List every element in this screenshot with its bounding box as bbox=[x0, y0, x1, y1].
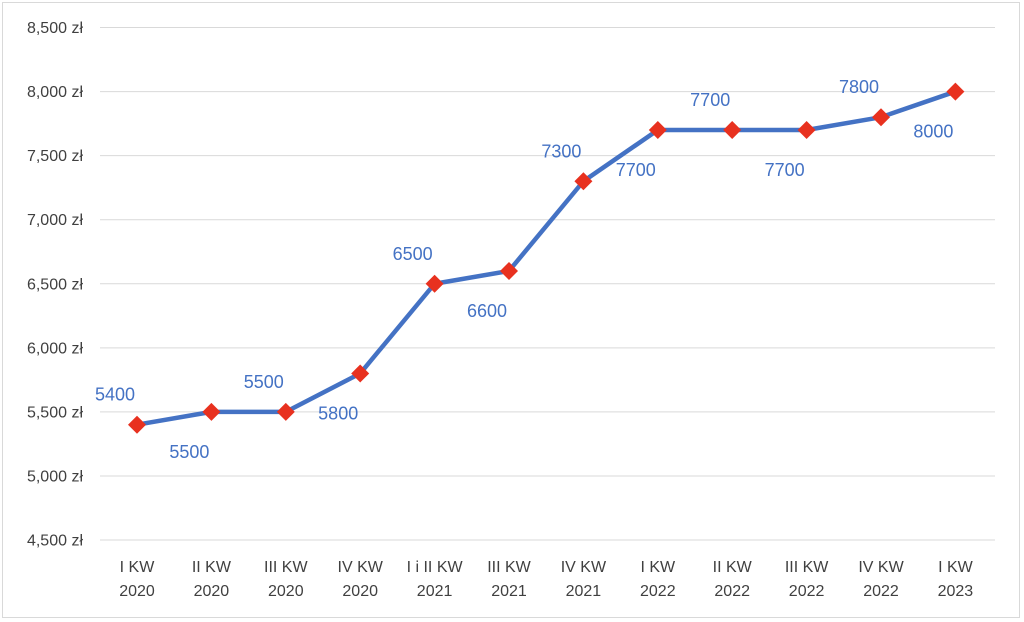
data-point-marker bbox=[351, 364, 370, 383]
y-tick-label: 7,500 zł bbox=[27, 148, 83, 165]
data-point-marker bbox=[574, 172, 593, 191]
x-tick-label-line: IV KW bbox=[338, 559, 384, 576]
x-tick-label: IV KW 2020 bbox=[338, 559, 384, 600]
data-point-marker bbox=[500, 261, 518, 280]
x-tick-label-line: I i II KW bbox=[407, 559, 464, 576]
y-tick-label: 8,000 zł bbox=[27, 84, 83, 101]
x-tick-label-line: I KW bbox=[640, 559, 676, 576]
data-point-marker bbox=[872, 108, 890, 127]
data-label: 5500 bbox=[169, 442, 209, 462]
x-tick-label: III KW 2021 bbox=[487, 559, 531, 600]
x-tick-label-line: 2020 bbox=[119, 583, 155, 600]
y-tick-label: 8,500 zł bbox=[27, 20, 83, 37]
data-label: 7700 bbox=[690, 90, 730, 110]
x-tick-label: I KW 2020 bbox=[119, 559, 155, 600]
data-labels: 5400 5500 5500 5800 6500 6600 7300 7700 7700 7700… bbox=[95, 77, 953, 462]
data-label: 7700 bbox=[616, 160, 656, 180]
data-label: 6500 bbox=[393, 244, 433, 264]
y-axis-ticks: 4,500 zł 5,000 zł 5,500 zł 6,000 zł 6,500 zł… bbox=[27, 20, 83, 550]
x-tick-label-line: 2022 bbox=[863, 583, 899, 600]
x-tick-label: I KW 2022 bbox=[640, 559, 676, 600]
data-point-marker bbox=[723, 121, 742, 139]
y-tick-label: 6,500 zł bbox=[27, 276, 83, 293]
x-tick-label-line: 2021 bbox=[566, 583, 602, 600]
x-tick-label-line: II KW bbox=[192, 559, 232, 576]
data-point-marker bbox=[425, 274, 444, 293]
x-tick-label: II KW 2020 bbox=[192, 559, 232, 600]
series-line bbox=[134, 89, 958, 427]
data-point-marker bbox=[648, 121, 667, 139]
x-tick-label-line: 2021 bbox=[491, 583, 527, 600]
series-polyline bbox=[134, 89, 958, 427]
gridlines bbox=[100, 27, 995, 541]
x-tick-label-line: 2022 bbox=[714, 583, 750, 600]
x-tick-label-line: 2020 bbox=[268, 583, 304, 600]
data-label: 7800 bbox=[839, 77, 879, 97]
x-tick-label-line: III KW bbox=[785, 559, 829, 576]
data-point-marker bbox=[128, 415, 146, 434]
x-tick-label-line: III KW bbox=[487, 559, 531, 576]
x-tick-label: III KW 2020 bbox=[264, 559, 308, 600]
x-tick-label-line: I KW bbox=[938, 559, 974, 576]
series-markers bbox=[128, 82, 965, 434]
data-label: 5500 bbox=[244, 372, 284, 392]
x-tick-label: III KW 2022 bbox=[785, 559, 829, 600]
data-label: 5400 bbox=[95, 385, 135, 405]
data-label: 6600 bbox=[467, 301, 507, 321]
y-tick-label: 5,000 zł bbox=[27, 468, 83, 485]
y-tick-label: 5,500 zł bbox=[27, 404, 83, 421]
data-label: 8000 bbox=[913, 122, 953, 142]
data-label: 5800 bbox=[318, 403, 358, 423]
data-point-marker bbox=[276, 402, 295, 421]
x-tick-label-line: II KW bbox=[713, 559, 753, 576]
x-tick-label: II KW 2022 bbox=[713, 559, 753, 600]
x-tick-label-line: I KW bbox=[120, 559, 156, 576]
data-point-marker bbox=[202, 402, 221, 421]
x-tick-label: I i II KW 2021 bbox=[407, 559, 464, 600]
data-point-marker bbox=[946, 82, 965, 101]
y-tick-label: 6,000 zł bbox=[27, 340, 83, 357]
x-tick-label: IV KW 2022 bbox=[858, 559, 904, 600]
x-tick-label-line: 2022 bbox=[640, 583, 676, 600]
x-tick-label: I KW 2023 bbox=[938, 559, 974, 600]
data-point-marker bbox=[797, 121, 816, 139]
x-tick-label-line: 2021 bbox=[417, 583, 453, 600]
x-axis-ticks: I KW 2020 II KW 2020 III KW 2020 IV KW 2020 I i … bbox=[119, 559, 973, 600]
data-label: 7700 bbox=[765, 160, 805, 180]
x-tick-label-line: 2023 bbox=[938, 583, 974, 600]
x-tick-label-line: 2020 bbox=[342, 583, 378, 600]
y-tick-label: 4,500 zł bbox=[27, 533, 83, 550]
x-tick-label-line: 2020 bbox=[194, 583, 230, 600]
x-tick-label: IV KW 2021 bbox=[561, 559, 607, 600]
y-tick-label: 7,000 zł bbox=[27, 212, 83, 229]
x-tick-label-line: IV KW bbox=[561, 559, 607, 576]
x-tick-label-line: III KW bbox=[264, 559, 308, 576]
x-tick-label-line: IV KW bbox=[858, 559, 904, 576]
x-tick-label-line: 2022 bbox=[789, 583, 825, 600]
data-label: 7300 bbox=[541, 141, 581, 161]
